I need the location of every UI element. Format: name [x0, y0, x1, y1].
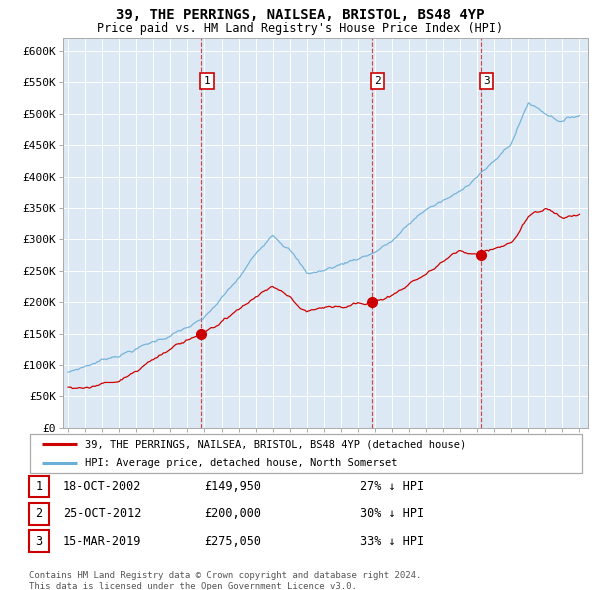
Text: Price paid vs. HM Land Registry's House Price Index (HPI): Price paid vs. HM Land Registry's House …	[97, 22, 503, 35]
Text: 2: 2	[35, 507, 43, 520]
Text: 27% ↓ HPI: 27% ↓ HPI	[360, 480, 424, 493]
Text: £275,050: £275,050	[204, 535, 261, 548]
Text: 2: 2	[374, 76, 381, 86]
Text: 39, THE PERRINGS, NAILSEA, BRISTOL, BS48 4YP: 39, THE PERRINGS, NAILSEA, BRISTOL, BS48…	[116, 8, 484, 22]
Text: £200,000: £200,000	[204, 507, 261, 520]
Text: 1: 1	[35, 480, 43, 493]
Text: 33% ↓ HPI: 33% ↓ HPI	[360, 535, 424, 548]
Text: 30% ↓ HPI: 30% ↓ HPI	[360, 507, 424, 520]
Text: £149,950: £149,950	[204, 480, 261, 493]
FancyBboxPatch shape	[29, 530, 49, 552]
Text: Contains HM Land Registry data © Crown copyright and database right 2024.: Contains HM Land Registry data © Crown c…	[29, 571, 421, 580]
Text: 39, THE PERRINGS, NAILSEA, BRISTOL, BS48 4YP (detached house): 39, THE PERRINGS, NAILSEA, BRISTOL, BS48…	[85, 440, 466, 450]
FancyBboxPatch shape	[30, 434, 582, 473]
Text: 25-OCT-2012: 25-OCT-2012	[63, 507, 142, 520]
Text: 18-OCT-2002: 18-OCT-2002	[63, 480, 142, 493]
Text: This data is licensed under the Open Government Licence v3.0.: This data is licensed under the Open Gov…	[29, 582, 356, 590]
Text: 3: 3	[35, 535, 43, 548]
FancyBboxPatch shape	[29, 503, 49, 525]
Text: 15-MAR-2019: 15-MAR-2019	[63, 535, 142, 548]
Text: 3: 3	[483, 76, 490, 86]
Text: HPI: Average price, detached house, North Somerset: HPI: Average price, detached house, Nort…	[85, 457, 398, 467]
FancyBboxPatch shape	[29, 476, 49, 497]
Text: 1: 1	[203, 76, 211, 86]
